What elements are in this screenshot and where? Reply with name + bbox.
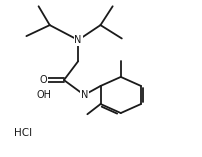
Text: O: O [40, 75, 47, 85]
Text: N: N [80, 90, 87, 100]
Text: OH: OH [36, 90, 51, 100]
Text: N: N [74, 35, 81, 45]
Text: HCl: HCl [14, 128, 32, 138]
